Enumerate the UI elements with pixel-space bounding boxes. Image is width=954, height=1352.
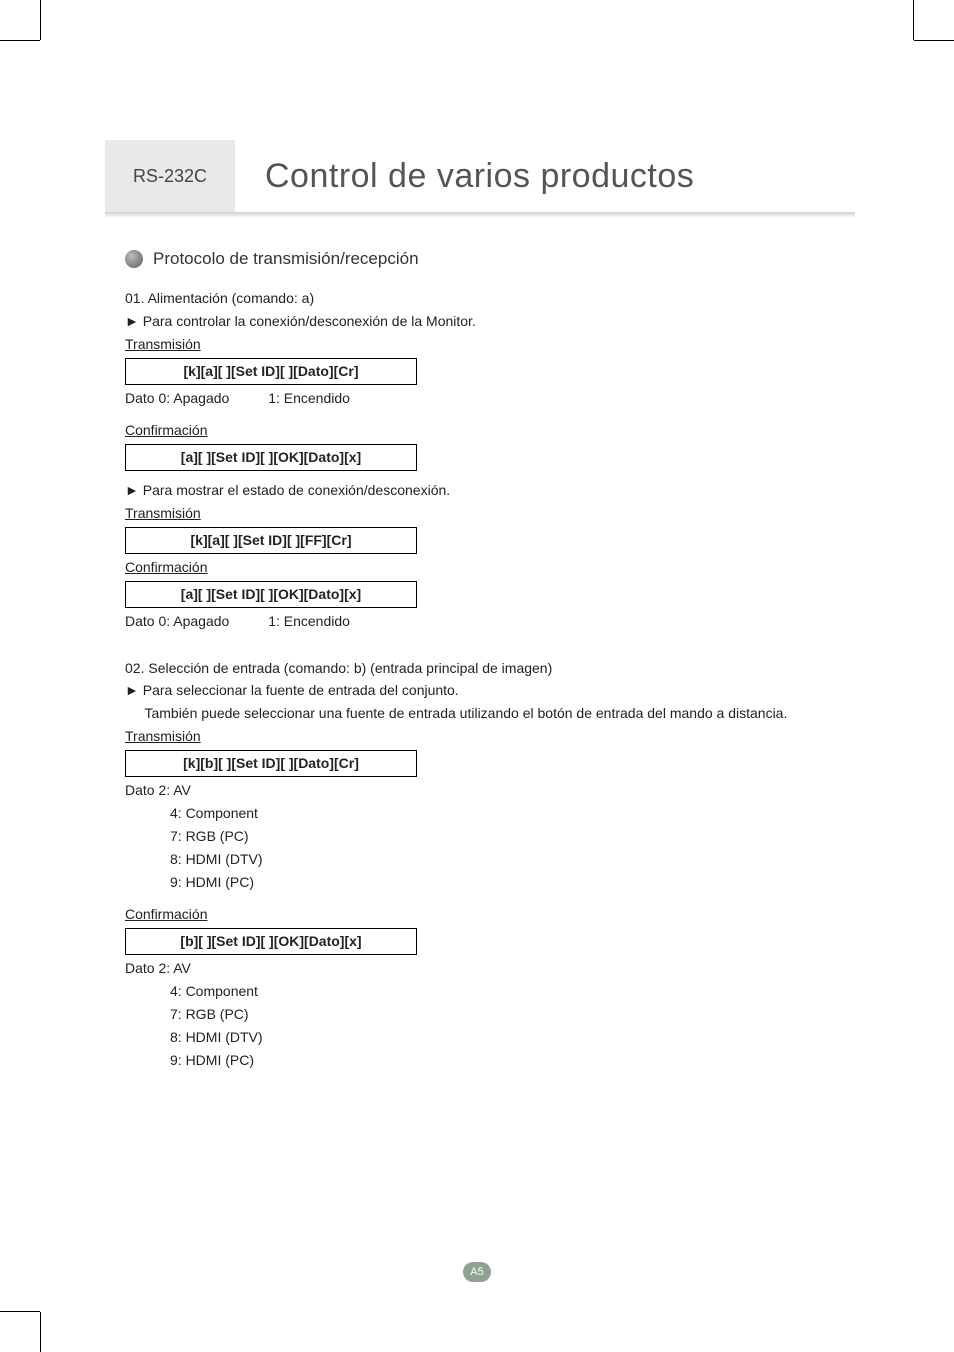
cmd-desc: ► Para mostrar el estado de conexión/des…	[125, 481, 845, 500]
list-item: 8: HDMI (DTV)	[170, 850, 845, 869]
cmd-box: [k][a][ ][Set ID][ ][Dato][Cr]	[125, 358, 417, 385]
page-header: RS-232C Control de varios productos	[105, 140, 855, 212]
list-item: 7: RGB (PC)	[170, 827, 845, 846]
bullet-icon	[125, 250, 143, 268]
header-shadow	[105, 212, 855, 218]
crop-mark	[40, 1312, 41, 1352]
cmd-desc: También puede seleccionar una fuente de …	[125, 704, 845, 723]
dato-list: 4: Component 7: RGB (PC) 8: HDMI (DTV) 9…	[125, 804, 845, 892]
list-item: 4: Component	[170, 804, 845, 823]
crop-mark	[913, 0, 914, 40]
label-confirmacion: Confirmación	[125, 905, 845, 924]
label-transmision: Transmisión	[125, 504, 845, 523]
list-item: 9: HDMI (PC)	[170, 1051, 845, 1070]
header-tag: RS-232C	[105, 140, 235, 212]
label-confirmacion: Confirmación	[125, 421, 845, 440]
label-transmision: Transmisión	[125, 335, 845, 354]
cmd-box: [a][ ][Set ID][ ][OK][Dato][x]	[125, 444, 417, 471]
crop-mark	[914, 40, 954, 41]
cmd-box: [a][ ][Set ID][ ][OK][Dato][x]	[125, 581, 417, 608]
dato-line: Dato 0: Apagado 1: Encendido	[125, 612, 845, 631]
cmd-title: 02. Selección de entrada (comando: b) (e…	[125, 659, 845, 678]
cmd-box: [k][b][ ][Set ID][ ][Dato][Cr]	[125, 750, 417, 777]
dato-line: Dato 0: Apagado 1: Encendido	[125, 389, 845, 408]
list-item: 4: Component	[170, 982, 845, 1001]
label-transmision: Transmisión	[125, 727, 845, 746]
cmd-box: [k][a][ ][Set ID][ ][FF][Cr]	[125, 527, 417, 554]
cmd-box: [b][ ][Set ID][ ][OK][Dato][x]	[125, 928, 417, 955]
crop-mark	[0, 1311, 40, 1312]
crop-mark	[0, 40, 40, 41]
cmd-desc: ► Para seleccionar la fuente de entrada …	[125, 681, 845, 700]
cmd-desc: ► Para controlar la conexión/desconexión…	[125, 312, 845, 331]
list-item: 8: HDMI (DTV)	[170, 1028, 845, 1047]
dato-list: 4: Component 7: RGB (PC) 8: HDMI (DTV) 9…	[125, 982, 845, 1070]
page-title: Control de varios productos	[235, 140, 855, 212]
section-heading: Protocolo de transmisión/recepción	[125, 248, 845, 271]
dato-head: Dato 2: AV	[125, 959, 845, 978]
label-confirmacion: Confirmación	[125, 558, 845, 577]
page-number-badge: A5	[463, 1262, 491, 1282]
status-block: ► Para mostrar el estado de conexión/des…	[125, 481, 845, 630]
confirmation-block-02: Confirmación [b][ ][Set ID][ ][OK][Dato]…	[125, 905, 845, 1069]
list-item: 7: RGB (PC)	[170, 1005, 845, 1024]
list-item: 9: HDMI (PC)	[170, 873, 845, 892]
dato-head: Dato 2: AV	[125, 781, 845, 800]
cmd-title: 01. Alimentación (comando: a)	[125, 289, 845, 308]
command-block-01: 01. Alimentación (comando: a) ► Para con…	[125, 289, 845, 407]
command-block-02: 02. Selección de entrada (comando: b) (e…	[125, 659, 845, 892]
content-area: Protocolo de transmisión/recepción 01. A…	[125, 248, 845, 1080]
section-heading-text: Protocolo de transmisión/recepción	[153, 248, 419, 271]
confirmation-block: Confirmación [a][ ][Set ID][ ][OK][Dato]…	[125, 421, 845, 471]
crop-mark	[40, 0, 41, 40]
